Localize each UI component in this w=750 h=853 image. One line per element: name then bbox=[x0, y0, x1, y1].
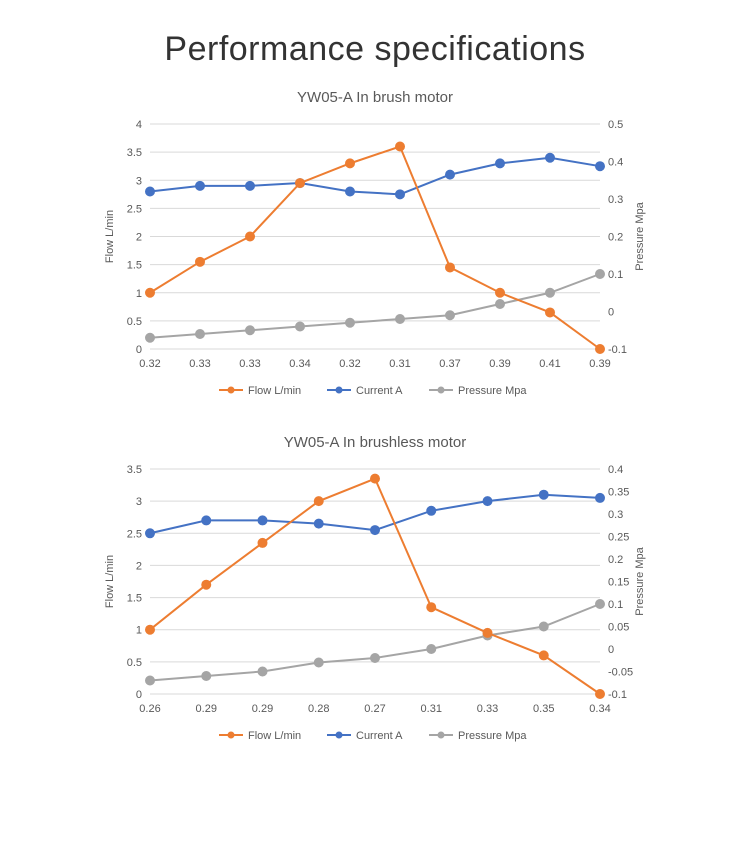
svg-text:0.37: 0.37 bbox=[439, 358, 460, 370]
svg-text:0.5: 0.5 bbox=[127, 657, 142, 669]
svg-text:0.33: 0.33 bbox=[477, 703, 498, 715]
svg-text:0.32: 0.32 bbox=[339, 358, 360, 370]
svg-text:0.4: 0.4 bbox=[608, 157, 623, 169]
svg-text:0.31: 0.31 bbox=[421, 703, 442, 715]
svg-text:0: 0 bbox=[136, 344, 142, 356]
svg-text:0: 0 bbox=[136, 689, 142, 701]
svg-text:0.15: 0.15 bbox=[608, 577, 629, 589]
svg-text:0.5: 0.5 bbox=[608, 119, 623, 131]
svg-text:1.5: 1.5 bbox=[127, 260, 142, 272]
svg-text:Flow L/min: Flow L/min bbox=[104, 555, 116, 608]
svg-text:2: 2 bbox=[136, 560, 142, 572]
svg-text:0.27: 0.27 bbox=[364, 703, 385, 715]
svg-text:0.1: 0.1 bbox=[608, 599, 623, 611]
svg-text:0.31: 0.31 bbox=[389, 358, 410, 370]
svg-text:1.5: 1.5 bbox=[127, 593, 142, 605]
svg-text:0.33: 0.33 bbox=[239, 358, 260, 370]
page-title: Performance specifications bbox=[50, 30, 700, 69]
svg-text:3.5: 3.5 bbox=[127, 464, 142, 476]
svg-text:0.2: 0.2 bbox=[608, 554, 623, 566]
svg-text:0.3: 0.3 bbox=[608, 194, 623, 206]
svg-text:1: 1 bbox=[136, 288, 142, 300]
svg-text:0.41: 0.41 bbox=[539, 358, 560, 370]
svg-text:3: 3 bbox=[136, 175, 142, 187]
svg-text:-0.1: -0.1 bbox=[608, 689, 627, 701]
svg-text:0.29: 0.29 bbox=[252, 703, 273, 715]
svg-text:0.25: 0.25 bbox=[608, 532, 629, 544]
svg-text:0.05: 0.05 bbox=[608, 622, 629, 634]
svg-text:0.2: 0.2 bbox=[608, 232, 623, 244]
svg-text:0.39: 0.39 bbox=[589, 358, 610, 370]
svg-text:3.5: 3.5 bbox=[127, 147, 142, 159]
page: Performance specifications YW05-A In bru… bbox=[0, 0, 750, 809]
svg-text:3: 3 bbox=[136, 496, 142, 508]
svg-text:0.32: 0.32 bbox=[139, 358, 160, 370]
svg-text:Flow L/min: Flow L/min bbox=[248, 730, 301, 742]
svg-text:0.33: 0.33 bbox=[189, 358, 210, 370]
svg-text:4: 4 bbox=[136, 119, 142, 131]
svg-text:Flow L/min: Flow L/min bbox=[104, 210, 116, 263]
svg-text:Flow L/min: Flow L/min bbox=[248, 385, 301, 397]
svg-text:0.39: 0.39 bbox=[489, 358, 510, 370]
svg-text:2: 2 bbox=[136, 232, 142, 244]
chart-brush-svg: 0 0.5 1 1.5 2 2.5 3 3.5 4 -0.1 0 0.1 0.2 0.3 0.4 0.5 0.3… bbox=[95, 114, 655, 404]
svg-text:0.29: 0.29 bbox=[196, 703, 217, 715]
svg-text:Pressure Mpa: Pressure Mpa bbox=[458, 730, 527, 742]
svg-text:0.1: 0.1 bbox=[608, 269, 623, 281]
svg-text:2.5: 2.5 bbox=[127, 528, 142, 540]
svg-text:Pressure Mpa: Pressure Mpa bbox=[634, 546, 646, 615]
svg-text:0.28: 0.28 bbox=[308, 703, 329, 715]
chart-brush-title: YW05-A In brush motor bbox=[50, 89, 700, 106]
svg-text:2.5: 2.5 bbox=[127, 203, 142, 215]
svg-text:0.4: 0.4 bbox=[608, 464, 623, 476]
svg-text:0.34: 0.34 bbox=[589, 703, 610, 715]
chart-brush: YW05-A In brush motor 0 0.5 1 1.5 2 2.5 3 3.5 4 -… bbox=[50, 89, 700, 404]
svg-text:Pressure Mpa: Pressure Mpa bbox=[634, 201, 646, 270]
chart-brushless-svg: 0 0.5 1 1.5 2 2.5 3 3.5 -0.1 -0.05 0 0.05 0.1 0.15 0.2… bbox=[95, 459, 655, 749]
svg-text:0: 0 bbox=[608, 307, 614, 319]
svg-text:-0.1: -0.1 bbox=[608, 344, 627, 356]
svg-text:Current A: Current A bbox=[356, 730, 403, 742]
svg-text:Pressure Mpa: Pressure Mpa bbox=[458, 385, 527, 397]
svg-text:0: 0 bbox=[608, 644, 614, 656]
svg-text:0.26: 0.26 bbox=[139, 703, 160, 715]
svg-text:0.5: 0.5 bbox=[127, 316, 142, 328]
svg-text:0.3: 0.3 bbox=[608, 509, 623, 521]
svg-text:0.34: 0.34 bbox=[289, 358, 310, 370]
svg-text:-0.05: -0.05 bbox=[608, 667, 633, 679]
svg-text:Current A: Current A bbox=[356, 385, 403, 397]
svg-text:0.35: 0.35 bbox=[533, 703, 554, 715]
chart-brushless: YW05-A In brushless motor 0 0.5 1 1.5 2 2.5 3 3… bbox=[50, 434, 700, 749]
svg-text:1: 1 bbox=[136, 625, 142, 637]
chart-brushless-title: YW05-A In brushless motor bbox=[50, 434, 700, 451]
svg-text:0.35: 0.35 bbox=[608, 487, 629, 499]
